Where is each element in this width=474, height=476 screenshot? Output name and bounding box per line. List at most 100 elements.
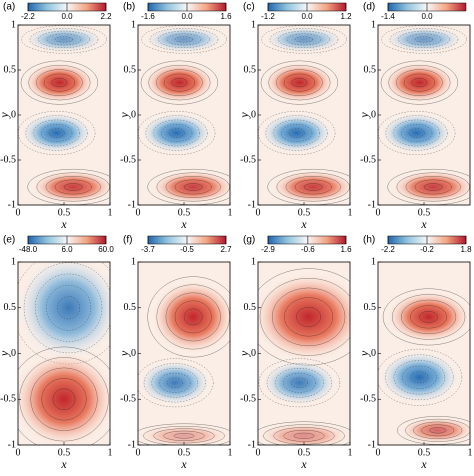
blob [31,170,110,204]
contour-line [63,183,83,191]
contour-line [151,368,199,398]
blob [145,26,223,52]
contour-line [38,30,90,48]
panel-label: (f) [123,235,132,246]
contour-line [402,365,437,389]
y-tick-label: 0 [11,348,16,359]
y-tick-label: 0 [371,348,376,359]
blob [139,360,210,405]
blob [384,62,455,103]
y-tick-label: 0 [131,109,136,120]
contour-line [414,179,452,195]
contour-line [410,305,448,329]
contour-line [382,288,470,346]
y-axis-title: y [237,350,251,357]
contour-line [408,128,425,138]
contour-line [28,64,91,101]
x-tick-label: 1 [108,207,113,218]
contour-line [174,300,212,334]
y-tick-label: -1 [368,439,376,450]
blob [271,170,350,204]
panel-label: (h) [363,235,375,246]
contour-line [421,424,455,437]
contour-line [141,25,227,54]
colorbar-tick-label: -1.2 [261,12,275,21]
x-tick-label: 0.5 [178,207,191,218]
contour-line [259,278,350,356]
x-tick-label: 0.5 [58,207,71,218]
contour-line [411,78,428,88]
colorbar-tick-label: -0.6 [301,245,315,254]
contour-line [29,28,99,51]
y-tick-label: -1 [128,439,136,450]
contour-line [283,73,315,92]
x-tick-label: 0 [136,447,141,458]
contour-line [258,421,350,445]
panel: -1.2 0.0 1.2 (c) -1 -0.5 0 0.5 1 0 0.5 1 x y [237,2,353,231]
x-tick-label: 1 [348,207,353,218]
x-tick-label: 0 [376,447,381,458]
y-tick-label: 0.5 [364,64,377,75]
y-tick-label: 1 [371,256,376,267]
colorbar-tick-label: 1.6 [220,12,232,21]
x-tick-label: 0 [256,447,261,458]
contour-line [140,60,219,105]
y-tick-label: 1 [371,19,376,30]
contour-line [284,297,334,337]
panel-label: (c) [243,2,255,13]
contour-line [293,432,315,439]
contour-line [266,363,332,403]
y-tick-label: 0.5 [364,302,377,313]
contour-line [405,418,470,442]
y-axis-title: y [357,350,371,357]
contour-line [159,372,191,393]
panel: -2.2 0.0 2.2 (a) -1 -0.5 0 0.5 1 0 0.5 1 x y [0,2,113,231]
blob [381,113,452,153]
x-axis-title: x [300,217,307,231]
contour-line [46,285,92,331]
contour-line [295,36,313,43]
blob [258,423,350,445]
contour-line [143,425,225,445]
blob [385,26,463,52]
colorbar-tick-label: -1.6 [141,12,155,21]
contour-line [163,73,195,92]
contour-line [36,69,83,96]
field [378,262,470,445]
x-axis-title: x [180,217,187,231]
contour-line [149,28,219,51]
x-tick-label: 0 [16,207,21,218]
contour-line [165,292,221,342]
contour-line [294,179,332,195]
colorbar-tick-label: 1.6 [340,245,352,254]
contour-line [406,33,442,46]
y-axis-title: y [0,112,11,119]
blob [18,262,110,359]
contour-line [261,25,347,54]
x-tick-label: 1 [108,447,113,458]
x-axis-title: x [420,217,427,231]
x-tick-label: 0.5 [298,207,311,218]
colorbar-tick-label: 1.8 [460,245,472,254]
contour-line [401,299,457,335]
panel-label: (d) [363,2,375,13]
y-tick-label: -0.5 [0,394,16,405]
x-tick-label: 0.5 [298,447,311,458]
contour-line [57,296,80,320]
colorbar-tick-label: 60.0 [98,245,114,254]
x-axis-title: x [60,217,67,231]
contour-line [174,179,212,195]
x-tick-label: 0.5 [58,447,71,458]
x-tick-label: 0.5 [418,447,431,458]
contour-line [21,25,107,54]
contour-line [35,273,103,342]
colorbar-tick-label: 1.2 [340,12,352,21]
y-axis-title: y [0,350,11,357]
contour-line [46,33,82,46]
panel-label: (a) [3,2,15,13]
contour-line [278,30,330,48]
contour-line [158,30,210,48]
y-tick-label: -0.5 [0,154,16,165]
contour-line [388,64,451,101]
y-tick-label: 0 [131,348,136,359]
